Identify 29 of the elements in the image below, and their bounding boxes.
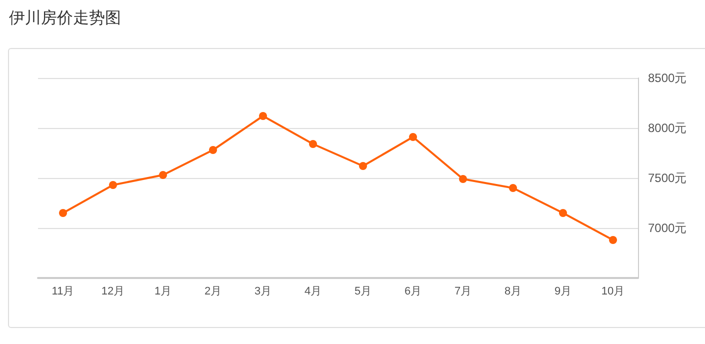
point [459,175,467,183]
point [559,209,567,217]
y-tick-label: 8000元 [648,121,687,135]
point [409,133,417,141]
point [109,181,117,189]
point [59,209,67,217]
x-tick-label: 12月 [101,286,125,298]
x-tick-label: 11月 [52,286,74,298]
y-tick-label: 7000元 [648,221,687,235]
x-tick-label: 4月 [304,286,322,298]
x-tick-label: 9月 [554,286,572,298]
x-tick-label: 6月 [404,286,422,298]
x-tick-label: 7月 [454,286,472,298]
x-tick-label: 1月 [154,286,172,298]
x-tick-label: 2月 [204,286,222,298]
point [309,140,317,148]
x-tick-label: 8月 [504,286,522,298]
x-tick-label: 5月 [354,286,372,298]
x-tick-label: 3月 [254,286,272,298]
chart-title: 伊川房价走势图 [9,8,121,29]
y-tick-label: 8500元 [648,71,687,85]
point [509,184,517,192]
point [259,112,267,120]
point [159,171,167,179]
x-tick-label: 10月 [601,286,625,298]
y-tick-label: 7500元 [648,171,687,185]
point [359,162,367,170]
point [209,146,217,154]
point [609,236,617,244]
